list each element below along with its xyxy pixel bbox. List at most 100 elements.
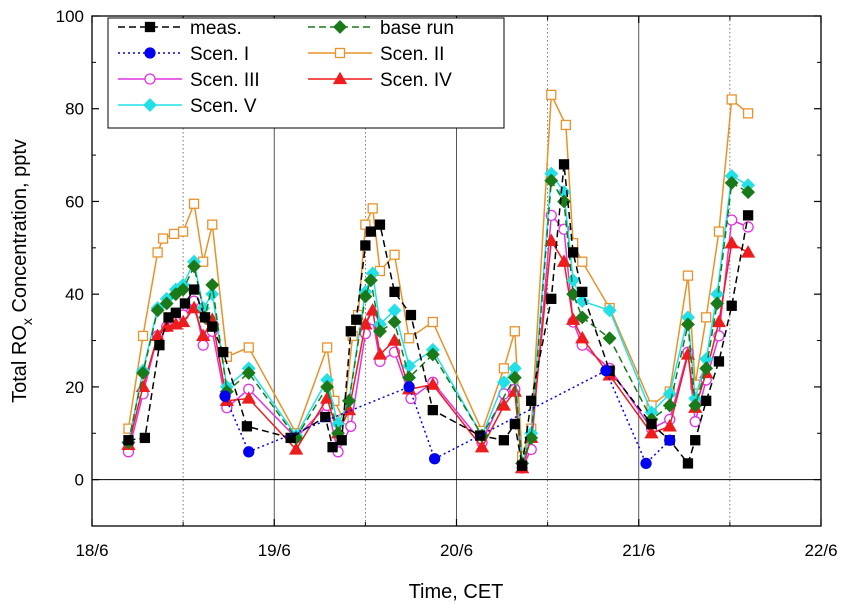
- data-point: [516, 460, 528, 471]
- data-point: [566, 273, 581, 288]
- data-point: [425, 377, 440, 390]
- data-point: [701, 395, 712, 406]
- legend-item: Scen. V: [118, 96, 257, 117]
- data-point: [701, 312, 712, 323]
- data-point: [159, 296, 174, 311]
- legend-item: base run: [308, 18, 454, 39]
- data-point: [207, 219, 218, 230]
- series-line: [128, 164, 749, 466]
- data-point: [546, 89, 557, 100]
- data-point: [575, 330, 590, 344]
- legend-marker: [144, 73, 156, 85]
- y-tick-label: 0: [75, 471, 84, 490]
- data-point: [367, 203, 378, 214]
- data-point: [640, 457, 652, 470]
- data-point: [742, 221, 754, 233]
- data-point: [351, 314, 362, 325]
- data-point: [372, 347, 388, 360]
- data-point: [405, 309, 417, 321]
- data-point: [363, 273, 378, 288]
- data-point: [403, 381, 415, 393]
- data-point: [567, 247, 579, 258]
- data-point: [387, 315, 402, 329]
- data-point: [389, 286, 400, 298]
- x-tick-label: 22/6: [804, 541, 837, 560]
- data-point: [199, 312, 211, 323]
- data-point: [509, 418, 520, 430]
- data-point: [682, 458, 694, 469]
- legend: meas. base run Scen. I Scen. II Scen. III Sce…: [107, 17, 505, 129]
- data-point: [689, 416, 701, 428]
- data-point: [177, 226, 189, 237]
- data-point: [197, 339, 209, 351]
- data-point: [600, 365, 612, 377]
- data-point: [150, 303, 165, 318]
- data-point: [196, 328, 211, 342]
- legend-item: Scen. II: [308, 44, 444, 65]
- series-line: [224, 369, 671, 465]
- data-point: [157, 233, 169, 244]
- series-layer: [121, 89, 756, 474]
- data-point: [241, 366, 256, 380]
- data-point: [152, 247, 163, 258]
- legend-marker: [144, 21, 156, 33]
- x-tick-label: 21/6: [622, 541, 655, 560]
- series-scen-iv: [121, 233, 756, 474]
- legend-item: Scen. III: [118, 70, 260, 91]
- legend-item: Scen. I: [118, 44, 249, 65]
- data-point: [345, 420, 357, 432]
- data-point: [358, 289, 373, 304]
- data-point: [288, 442, 304, 455]
- data-point: [498, 435, 510, 446]
- data-point: [176, 282, 191, 297]
- legend-marker: [332, 71, 348, 85]
- data-point: [726, 94, 737, 105]
- data-point: [726, 300, 737, 311]
- data-point: [427, 404, 438, 416]
- data-point: [139, 432, 151, 444]
- data-point: [374, 219, 386, 230]
- legend-label: Scen. II: [380, 44, 444, 65]
- data-point: [740, 245, 756, 258]
- y-tick-label: 100: [56, 7, 84, 26]
- data-point: [507, 384, 522, 397]
- y-tick-label: 20: [65, 378, 84, 397]
- data-point: [403, 333, 415, 344]
- data-point: [425, 347, 440, 362]
- legend-label: Scen. III: [190, 70, 260, 91]
- data-point: [546, 293, 557, 304]
- legend-label: Scen. V: [190, 96, 257, 117]
- data-point: [321, 342, 333, 353]
- data-point: [358, 317, 373, 330]
- data-point: [664, 434, 676, 446]
- data-point: [577, 286, 588, 298]
- data-point: [602, 303, 617, 318]
- data-point: [218, 346, 229, 358]
- series-scen-i: [219, 365, 676, 470]
- data-point: [644, 425, 659, 439]
- data-point: [713, 356, 725, 367]
- data-point: [188, 198, 200, 209]
- data-point: [566, 312, 581, 325]
- legend-label: base run: [380, 18, 454, 39]
- data-point: [123, 435, 134, 446]
- data-point: [137, 330, 149, 342]
- data-point: [526, 395, 537, 406]
- data-point: [205, 277, 220, 292]
- data-point: [188, 284, 200, 295]
- data-point: [359, 327, 372, 340]
- data-point: [187, 259, 201, 274]
- data-point: [136, 366, 150, 380]
- data-point: [498, 363, 510, 374]
- data-point: [496, 398, 512, 411]
- data-point: [688, 398, 703, 413]
- data-point: [428, 453, 441, 465]
- data-point: [241, 391, 256, 404]
- data-point: [389, 249, 400, 260]
- data-point: [327, 442, 338, 453]
- data-point: [646, 418, 657, 430]
- y-tick-label: 40: [65, 285, 84, 304]
- legend-marker: [333, 20, 347, 34]
- data-point: [360, 219, 371, 230]
